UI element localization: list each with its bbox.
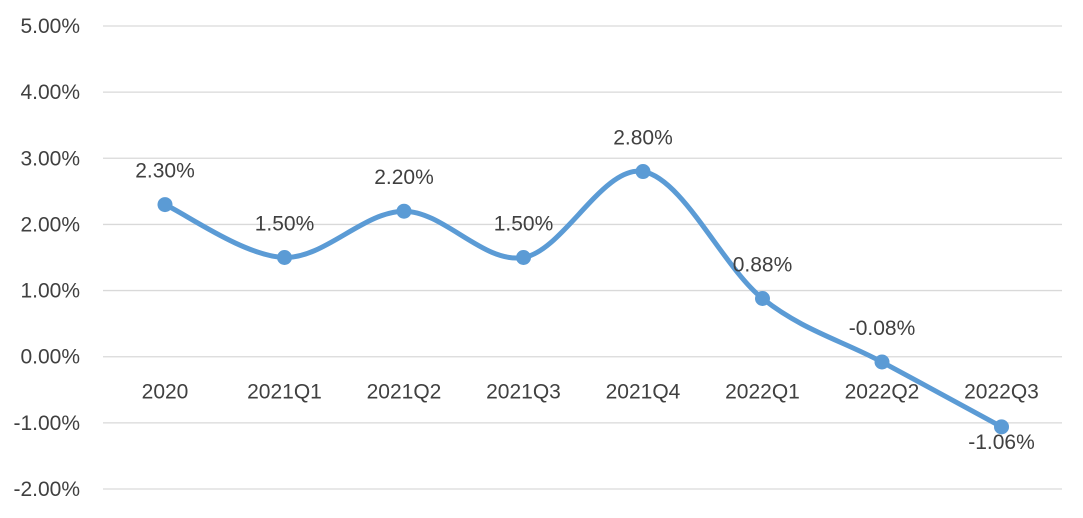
x-tick-label: 2021Q2 — [367, 381, 442, 404]
series-line-layer — [162, 168, 1004, 430]
y-tick-label: 5.00% — [20, 15, 80, 38]
data-point — [874, 354, 890, 370]
y-tick-label: -2.00% — [13, 478, 80, 501]
x-tick-label: 2021Q1 — [247, 381, 322, 404]
y-tick-label: 0.00% — [20, 346, 80, 369]
x-tick-label: 2021Q4 — [606, 381, 681, 404]
data-label: 1.50% — [255, 213, 315, 236]
data-label: 2.20% — [374, 166, 434, 189]
x-tick-label: 2022Q3 — [964, 381, 1039, 404]
data-label: 2.80% — [613, 127, 673, 150]
x-tick-label: 2020 — [142, 381, 189, 404]
x-tick-label: 2021Q3 — [486, 381, 561, 404]
y-tick-label: -1.00% — [13, 412, 80, 435]
x-tick-label: 2022Q1 — [725, 381, 800, 404]
y-axis-tick-labels: 5.00% 4.00% 3.00% 2.00% 1.00% 0.00% -1.00% -2.0… — [13, 15, 80, 501]
data-labels: 2.30% 1.50% 2.20% 1.50% 2.80% 0.88% -0.08% -1.0… — [135, 127, 1035, 454]
x-tick-label: 2022Q2 — [845, 381, 920, 404]
data-label: 2.30% — [135, 160, 195, 183]
data-point — [755, 291, 770, 307]
data-point — [157, 197, 173, 213]
data-label: -1.06% — [968, 431, 1035, 454]
data-point — [277, 250, 292, 265]
x-axis-tick-labels: 2020 2021Q1 2021Q2 2021Q3 2021Q4 2022Q1 2022Q2… — [142, 381, 1039, 404]
data-label: 0.88% — [733, 254, 793, 277]
y-tick-label: 1.00% — [20, 280, 80, 303]
y-tick-label: 3.00% — [20, 147, 80, 170]
data-point — [516, 250, 531, 265]
series-line — [162, 168, 1004, 430]
data-label: 1.50% — [494, 213, 554, 236]
gridlines — [103, 25, 1062, 490]
data-point — [635, 164, 651, 180]
y-tick-label: 2.00% — [20, 213, 80, 236]
y-tick-label: 4.00% — [20, 81, 80, 104]
data-label: -0.08% — [849, 317, 916, 340]
data-points — [157, 164, 1009, 435]
data-point — [994, 419, 1009, 435]
data-point — [396, 203, 412, 219]
